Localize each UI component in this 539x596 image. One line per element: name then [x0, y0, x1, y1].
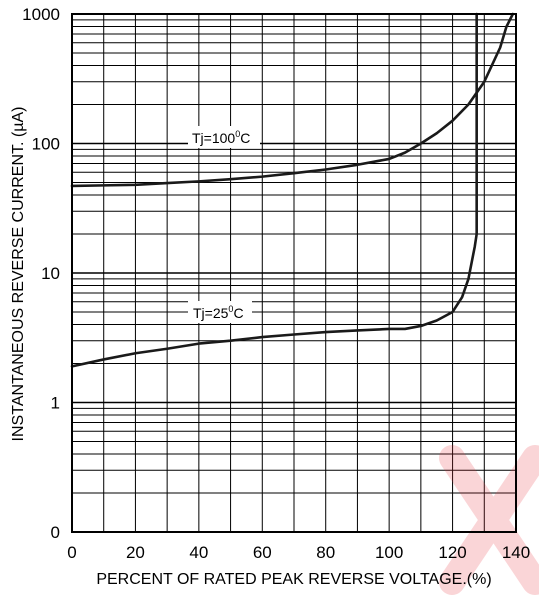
annotation-tj-25: Tj=250C [188, 301, 252, 323]
watermark-mark [439, 445, 539, 595]
x-tick-labels: 0 20 40 60 80 100 120 140 [67, 543, 530, 562]
annotation-unit: C [240, 130, 250, 146]
series-line-1 [70, 12, 515, 188]
plot-frame [71, 13, 517, 533]
annotation-bg [188, 126, 260, 148]
annotation-bg [188, 301, 252, 323]
y-tick-label: 1000 [22, 5, 60, 24]
watermark-stroke-b [439, 445, 539, 595]
annotation-unit: C [233, 305, 243, 321]
y-tick-label: 1 [51, 394, 60, 413]
watermark-stroke-a [439, 445, 539, 595]
x-tick-label: 0 [67, 543, 76, 562]
x-tick-label: 120 [438, 543, 466, 562]
y-axis-title: INSTANTANEOUS REVERSE CURRENT. (µA) [10, 107, 27, 442]
grid-lines [72, 14, 516, 532]
annotation-sup: 0 [228, 304, 233, 314]
annotation-text: Tj=1000C [192, 129, 250, 146]
x-tick-label: 40 [189, 543, 208, 562]
series-line-2 [70, 12, 478, 368]
annotation-sup: 0 [235, 129, 240, 139]
annotation-label: Tj=100 [192, 130, 235, 146]
annotation-text: Tj=250C [193, 304, 244, 321]
y-tick-label: 10 [41, 264, 60, 283]
x-tick-label: 60 [253, 543, 272, 562]
y-tick-labels: 0 1 10 100 1000 [22, 5, 60, 542]
x-axis-title: PERCENT OF RATED PEAK REVERSE VOLTAGE.(%… [96, 571, 491, 588]
y-tick-label: 100 [32, 135, 60, 154]
x-tick-label: 140 [502, 543, 530, 562]
x-tick-label: 80 [316, 543, 335, 562]
annotation-tj-100: Tj=1000C [188, 126, 260, 148]
x-tick-label: 20 [126, 543, 145, 562]
annotation-label: Tj=25 [193, 305, 229, 321]
y-tick-label: 0 [51, 523, 60, 542]
series-group [70, 12, 515, 368]
x-tick-label: 100 [375, 543, 403, 562]
